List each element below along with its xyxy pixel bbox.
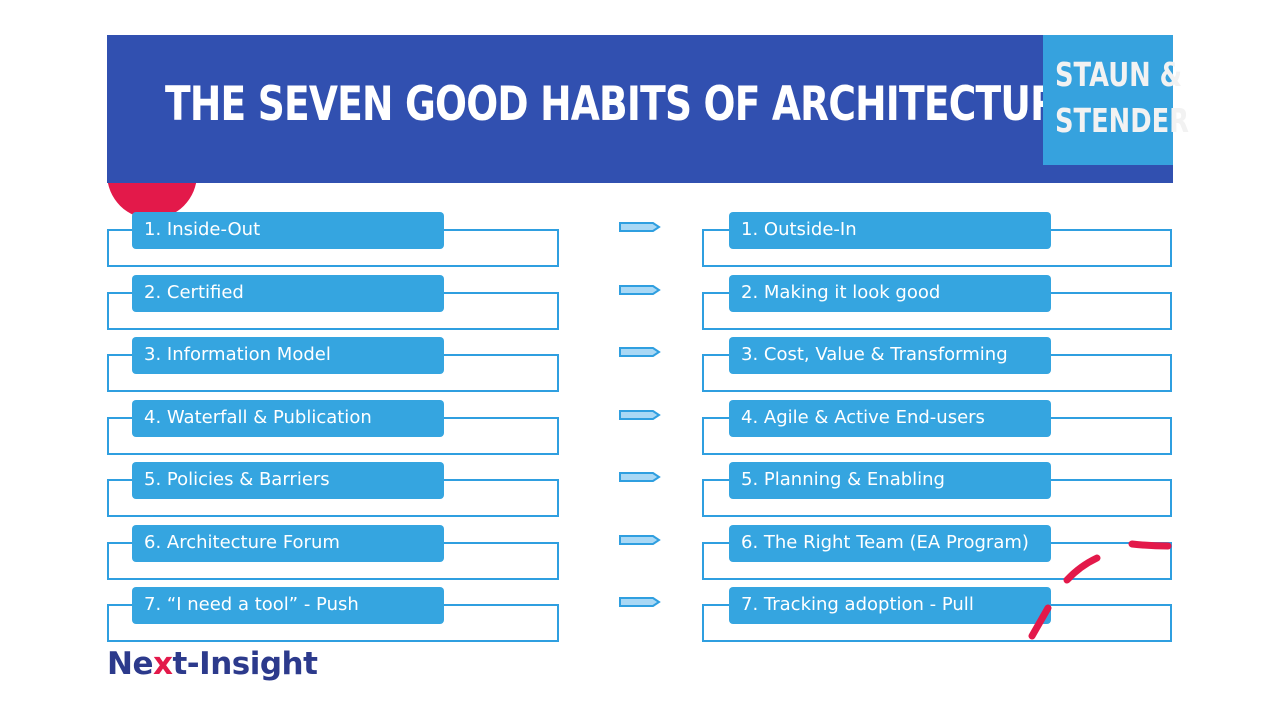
left-item-label: 7. “I need a tool” - Push	[132, 587, 444, 624]
logo-text-x: x	[152, 646, 173, 682]
left-item-label: 4. Waterfall & Publication	[132, 400, 444, 437]
slide-title: THE SEVEN GOOD HABITS OF ARCHITECTURE	[165, 77, 1084, 132]
right-arrow-icon	[619, 470, 661, 482]
right-item-label: 6. The Right Team (EA Program)	[729, 525, 1051, 562]
right-item-label: 2. Making it look good	[729, 275, 1051, 312]
right-arrow-icon	[619, 283, 661, 295]
right-arrow-icon	[619, 533, 661, 545]
logo-text-prefix: Ne	[107, 646, 153, 682]
right-arrow-icon	[619, 408, 661, 420]
right-item-label: 3. Cost, Value & Transforming	[729, 337, 1051, 374]
right-item-label: 1. Outside-In	[729, 212, 1051, 249]
right-arrow-icon	[619, 220, 661, 232]
left-item-label: 1. Inside-Out	[132, 212, 444, 249]
header-banner: THE SEVEN GOOD HABITS OF ARCHITECTURE ST…	[107, 35, 1190, 183]
right-item-label: 5. Planning & Enabling	[729, 462, 1051, 499]
left-item-label: 5. Policies & Barriers	[132, 462, 444, 499]
brand-box: STAUN & STENDER	[1043, 35, 1190, 165]
left-item-label: 3. Information Model	[132, 337, 444, 374]
brand-line-1: STAUN &	[1055, 55, 1183, 94]
left-item-label: 2. Certified	[132, 275, 444, 312]
right-item-label: 7. Tracking adoption - Pull	[729, 587, 1051, 624]
right-arrow-icon	[619, 595, 661, 607]
right-item-label: 4. Agile & Active End-users	[729, 400, 1051, 437]
brand-line-2: STENDER	[1055, 101, 1190, 140]
logo-text-suffix: t-Insight	[172, 646, 318, 682]
next-insight-logo: Next-Insight	[107, 646, 318, 682]
left-item-label: 6. Architecture Forum	[132, 525, 444, 562]
right-arrow-icon	[619, 345, 661, 357]
